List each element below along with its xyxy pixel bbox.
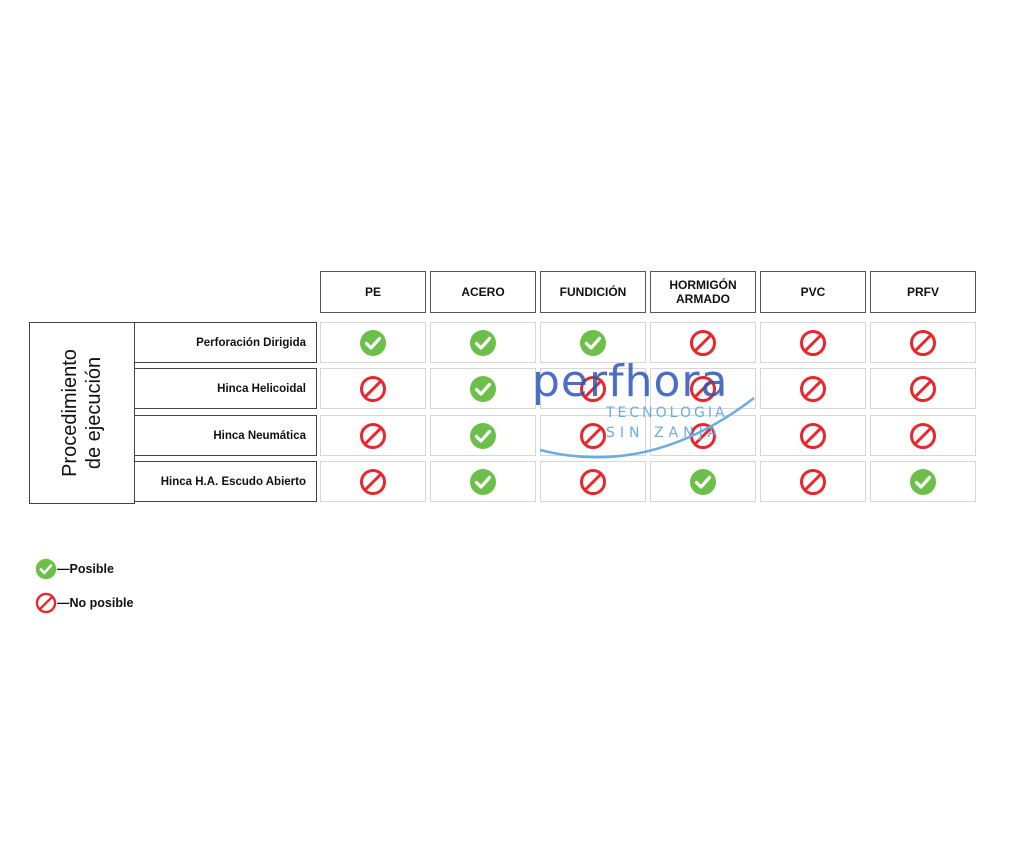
prohibited-icon [579, 468, 607, 496]
table-cell [540, 461, 646, 502]
check-circle-icon [469, 375, 497, 403]
table-cell [540, 322, 646, 363]
prohibited-icon [799, 468, 827, 496]
table-cell [870, 461, 976, 502]
prohibited-icon [359, 375, 387, 403]
table-cell [650, 368, 756, 409]
legend-label: —Posible [57, 562, 114, 576]
table-cell [320, 322, 426, 363]
prohibited-icon [359, 468, 387, 496]
check-circle-icon [469, 329, 497, 357]
prohibited-icon [909, 329, 937, 357]
group-label-text: Procedimiento de ejecución [59, 349, 105, 477]
legend-label: —No posible [57, 596, 134, 610]
check-circle-icon [689, 468, 717, 496]
check-circle-icon [469, 468, 497, 496]
row-header: Hinca Helicoidal [134, 368, 317, 409]
column-header: ACERO [430, 271, 536, 313]
table-cell [760, 368, 866, 409]
row-header: Hinca H.A. Escudo Abierto [134, 461, 317, 502]
table-cell [430, 461, 536, 502]
column-header: PE [320, 271, 426, 313]
table-cell [320, 368, 426, 409]
table-cell [760, 461, 866, 502]
prohibited-icon [35, 592, 57, 614]
prohibited-icon [799, 375, 827, 403]
check-circle-icon [35, 558, 57, 580]
prohibited-icon [799, 329, 827, 357]
prohibited-icon [909, 375, 937, 403]
legend-item-posible: —Posible [35, 558, 114, 580]
column-header: FUNDICIÓN [540, 271, 646, 313]
table-cell [650, 322, 756, 363]
prohibited-icon [689, 375, 717, 403]
prohibited-icon [359, 422, 387, 450]
table-cell [760, 322, 866, 363]
prohibited-icon [909, 422, 937, 450]
table-cell [650, 461, 756, 502]
table-cell [540, 415, 646, 456]
column-header: HORMIGÓN ARMADO [650, 271, 756, 313]
table-cell [650, 415, 756, 456]
table-cell [320, 415, 426, 456]
column-header: PVC [760, 271, 866, 313]
table-cell [320, 461, 426, 502]
check-circle-icon [359, 329, 387, 357]
prohibited-icon [579, 375, 607, 403]
table-cell [870, 368, 976, 409]
table-cell [430, 368, 536, 409]
table-cell [430, 322, 536, 363]
check-circle-icon [909, 468, 937, 496]
column-header: PRFV [870, 271, 976, 313]
prohibited-icon [689, 329, 717, 357]
check-circle-icon [579, 329, 607, 357]
table-cell [430, 415, 536, 456]
row-header: Perforación Dirigida [134, 322, 317, 363]
check-circle-icon [469, 422, 497, 450]
prohibited-icon [799, 422, 827, 450]
table-cell [540, 368, 646, 409]
row-header: Hinca Neumática [134, 415, 317, 456]
group-label: Procedimiento de ejecución [29, 322, 135, 504]
table-cell [870, 322, 976, 363]
table-cell [870, 415, 976, 456]
prohibited-icon [689, 422, 717, 450]
prohibited-icon [579, 422, 607, 450]
legend-item-no-posible: —No posible [35, 592, 133, 614]
table-cell [760, 415, 866, 456]
